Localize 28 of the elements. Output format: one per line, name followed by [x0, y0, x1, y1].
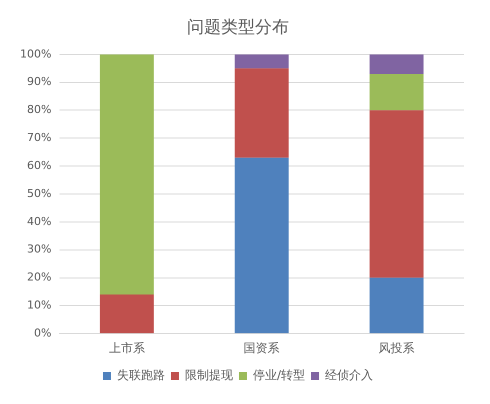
legend-label: 经侦介入 — [325, 368, 374, 382]
legend-label: 失联跑路 — [116, 368, 165, 382]
bar — [100, 54, 154, 295]
x-tick-label: 风投系 — [378, 340, 415, 355]
y-tick-label: 80% — [26, 103, 52, 116]
y-tick-label: 100% — [20, 47, 52, 60]
y-tick-label: 60% — [26, 158, 52, 172]
chart-title: 问题类型分布 — [187, 18, 289, 38]
y-tick-label: 90% — [26, 75, 52, 88]
y-tick-label: 40% — [26, 214, 52, 228]
bar — [100, 294, 154, 334]
bar — [234, 68, 289, 158]
bar — [370, 278, 424, 334]
bar — [370, 110, 424, 278]
legend-label: 停业/转型 — [252, 368, 306, 382]
legend-label: 限制提现 — [184, 368, 233, 382]
y-tick-label: 10% — [26, 298, 52, 312]
bar — [234, 54, 289, 68]
y-tick-label: 50% — [26, 186, 52, 200]
bar — [234, 158, 289, 334]
x-tick-label: 上市系 — [108, 340, 145, 355]
y-tick-label: 0% — [34, 326, 52, 340]
y-tick-label: 30% — [26, 242, 52, 256]
x-tick-label: 国资系 — [244, 340, 280, 355]
bar — [370, 54, 424, 74]
y-tick-label: 20% — [26, 270, 52, 284]
bar — [370, 74, 424, 110]
y-tick-label: 70% — [26, 131, 52, 144]
